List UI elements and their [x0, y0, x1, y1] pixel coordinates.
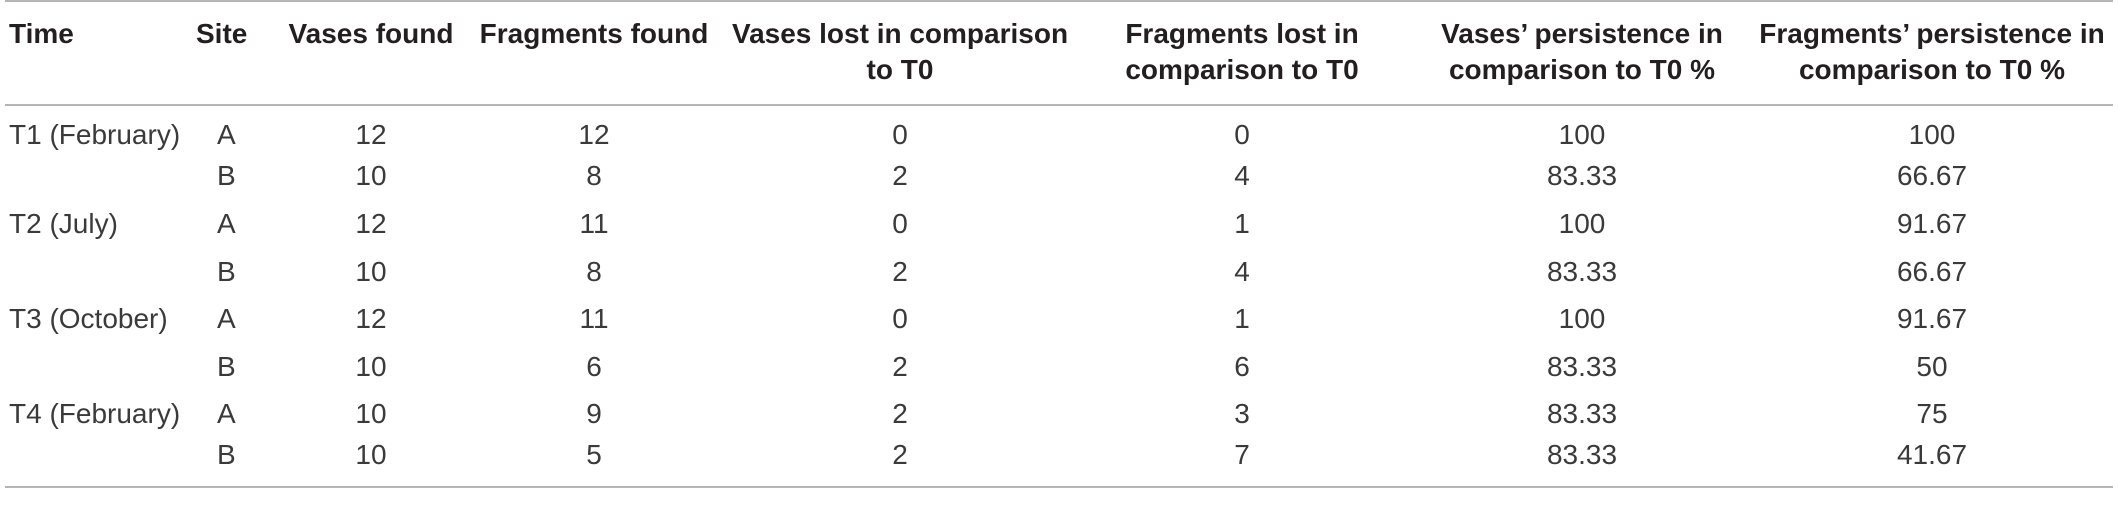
cell-fragments-persistence: 66.67 — [1896, 160, 1968, 192]
cell-site: B — [195, 438, 283, 489]
cell-vases-found: 10 — [355, 160, 387, 192]
cell-fragments-lost: 6 — [1234, 350, 1250, 382]
cell-time — [5, 153, 195, 201]
header-vases-persistence: Vases’ persistence in comparison to T0 % — [1413, 0, 1751, 106]
cell-vases-found: 12 — [355, 207, 387, 239]
cell-vases-persistence: 83.33 — [1546, 255, 1618, 287]
table-row: T3 (October) A 12 11 0 1 100 91.67 — [5, 295, 2113, 343]
cell-vases-persistence: 83.33 — [1546, 398, 1618, 430]
table-row: B 10 6 2 6 83.33 50 — [5, 343, 2113, 391]
cell-fragments-lost: 0 — [1234, 119, 1250, 151]
cell-site: A — [217, 207, 236, 239]
cell-time: T4 (February) — [9, 398, 181, 430]
table-row: B 10 8 2 4 83.33 66.67 — [5, 248, 2113, 296]
cell-vases-persistence: 100 — [1558, 303, 1606, 335]
cell-fragments-persistence: 75 — [1916, 398, 1948, 430]
header-fragments-found: Fragments found — [459, 0, 729, 106]
persistence-table: Time Site Vases found Fragments found Va… — [5, 0, 2113, 489]
header-fragments-persistence: Fragments’ persistence in comparison to … — [1751, 0, 2113, 106]
table-row: T4 (February) A 10 9 2 3 83.33 75 — [5, 391, 2113, 439]
cell-site: B — [217, 350, 236, 382]
table-row: T1 (February) A 12 12 0 0 100 100 — [5, 105, 2113, 153]
cell-vases-lost: 2 — [892, 255, 908, 287]
cell-fragments-found: 5 — [459, 438, 729, 489]
cell-time — [5, 343, 195, 391]
cell-fragments-lost: 1 — [1234, 207, 1250, 239]
header-row: Time Site Vases found Fragments found Va… — [5, 0, 2113, 106]
cell-vases-persistence: 100 — [1558, 119, 1606, 151]
cell-fragments-found: 12 — [578, 119, 610, 151]
cell-time: T2 (July) — [9, 207, 118, 239]
cell-site: B — [217, 255, 236, 287]
cell-site: A — [217, 303, 236, 335]
table-body: T1 (February) A 12 12 0 0 100 100 B 10 8 2 4 83.33 66.… — [5, 105, 2113, 489]
cell-fragments-lost: 3 — [1234, 398, 1250, 430]
cell-vases-found: 10 — [283, 438, 459, 489]
cell-fragments-lost: 1 — [1234, 303, 1250, 335]
cell-vases-lost: 2 — [892, 398, 908, 430]
cell-site: A — [217, 398, 236, 430]
header-vases-lost: Vases lost in comparison to T0 — [729, 0, 1071, 106]
cell-vases-lost: 0 — [892, 303, 908, 335]
cell-time — [5, 438, 195, 489]
cell-vases-persistence: 83.33 — [1546, 350, 1618, 382]
header-site: Site — [195, 0, 283, 106]
cell-vases-lost: 2 — [892, 160, 908, 192]
cell-vases-lost: 2 — [892, 350, 908, 382]
table-row: T2 (July) A 12 11 0 1 100 91.67 — [5, 200, 2113, 248]
cell-fragments-lost: 4 — [1234, 255, 1250, 287]
cell-vases-lost: 0 — [892, 119, 908, 151]
header-time: Time — [5, 0, 195, 106]
cell-vases-lost: 0 — [892, 207, 908, 239]
cell-vases-found: 10 — [355, 255, 387, 287]
cell-fragments-found: 8 — [586, 160, 602, 192]
cell-fragments-found: 11 — [579, 207, 609, 239]
data-table-container: Time Site Vases found Fragments found Va… — [5, 0, 2113, 489]
cell-vases-found: 10 — [355, 350, 387, 382]
cell-vases-lost: 2 — [729, 438, 1071, 489]
header-vases-found: Vases found — [283, 0, 459, 106]
cell-fragments-found: 8 — [586, 255, 602, 287]
cell-fragments-found: 9 — [586, 398, 602, 430]
cell-time — [5, 248, 195, 296]
cell-vases-found: 12 — [355, 303, 387, 335]
cell-vases-persistence: 100 — [1558, 207, 1606, 239]
cell-fragments-found: 11 — [579, 303, 609, 335]
cell-fragments-persistence: 91.67 — [1896, 303, 1968, 335]
cell-fragments-persistence: 91.67 — [1896, 207, 1968, 239]
cell-fragments-persistence: 50 — [1916, 350, 1948, 382]
header-fragments-lost: Fragments lost in comparison to T0 — [1071, 0, 1413, 106]
table-row: B 10 8 2 4 83.33 66.67 — [5, 153, 2113, 201]
table-row: B 10 5 2 7 83.33 41.67 — [5, 438, 2113, 489]
cell-vases-found: 12 — [355, 119, 387, 151]
cell-time: T1 (February) — [9, 119, 181, 151]
cell-fragments-found: 6 — [586, 350, 602, 382]
cell-vases-persistence: 83.33 — [1546, 160, 1618, 192]
cell-fragments-persistence: 41.67 — [1751, 438, 2113, 489]
cell-vases-found: 10 — [355, 398, 387, 430]
cell-site: B — [217, 160, 236, 192]
cell-fragments-persistence: 100 — [1908, 119, 1956, 151]
cell-vases-persistence: 83.33 — [1413, 438, 1751, 489]
table-header: Time Site Vases found Fragments found Va… — [5, 0, 2113, 106]
cell-fragments-lost: 4 — [1234, 160, 1250, 192]
cell-time: T3 (October) — [9, 303, 168, 335]
cell-fragments-lost: 7 — [1071, 438, 1413, 489]
cell-site: A — [217, 119, 236, 151]
cell-fragments-persistence: 66.67 — [1896, 255, 1968, 287]
